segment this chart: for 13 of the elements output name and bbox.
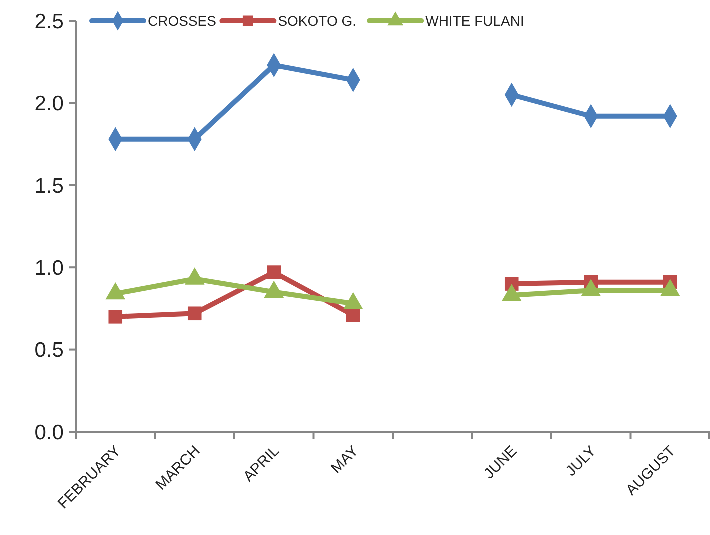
y-tick-label: 1.0 bbox=[34, 256, 64, 280]
legend-label: WHITE FULANI bbox=[426, 12, 524, 29]
y-tick-label: 2.5 bbox=[34, 10, 64, 34]
point bbox=[267, 266, 282, 280]
y-tick-label: 2.0 bbox=[34, 92, 64, 116]
legend-label: SOKOTO G. bbox=[278, 12, 357, 29]
y-tick-label: 0.0 bbox=[34, 421, 64, 444]
point bbox=[346, 308, 360, 322]
point bbox=[188, 306, 202, 321]
point bbox=[108, 310, 123, 324]
y-tick-label: 1.5 bbox=[34, 174, 64, 198]
y-tick-label: 0.5 bbox=[34, 339, 64, 362]
legend-label: CROSSES bbox=[148, 12, 216, 29]
